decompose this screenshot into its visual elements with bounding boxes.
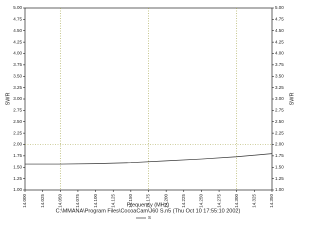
y-tick-label: 1.00 — [13, 187, 22, 192]
y2-tick-label: 3.75 — [275, 62, 284, 67]
y-tick-label: 4.25 — [13, 39, 22, 44]
y-tick-label: 3.25 — [13, 85, 22, 90]
y-tick-label: 3.75 — [13, 62, 22, 67]
y2-tick-label: 2.75 — [275, 108, 284, 113]
x-tick-label: 14.275 — [216, 194, 221, 208]
x-axis-label: Frequency (MHz) — [127, 202, 170, 208]
y2-tick-label: 4.50 — [275, 28, 284, 33]
y-tick-label: 4.50 — [13, 28, 22, 33]
y-tick-label: 4.00 — [13, 51, 22, 56]
y-tick-label: 3.50 — [13, 73, 22, 78]
y-tick-label: 4.75 — [13, 17, 22, 22]
y2-tick-label: 1.75 — [275, 153, 284, 158]
x-tick-label: 14.200 — [163, 194, 168, 208]
y-tick-label: 1.25 — [13, 176, 22, 181]
x-tick-label: 14.175 — [146, 194, 151, 208]
y2-tick-label: 4.75 — [275, 17, 284, 22]
x-tick-label: 14.325 — [252, 194, 257, 208]
x-tick-label: 14.300 — [234, 194, 239, 208]
y2-tick-label: 4.25 — [275, 39, 284, 44]
x-tick-label: 14.000 — [22, 194, 27, 208]
y2-tick-label: 1.00 — [275, 187, 284, 192]
x-tick-label: 14.250 — [199, 194, 204, 208]
x-tick-label: 14.050 — [57, 194, 62, 208]
y-axis-label: SWR — [5, 93, 11, 106]
y-tick-label: 2.75 — [13, 108, 22, 113]
subtitle: C:\MMANA\Program Files\CocoaCam\J60 S.n5… — [56, 208, 241, 214]
x-tick-label: 14.350 — [269, 194, 274, 208]
x-tick-label: 14.075 — [75, 194, 80, 208]
y-tick-label: 3.00 — [13, 96, 22, 101]
data-line — [25, 153, 273, 165]
y2-tick-label: 3.25 — [275, 85, 284, 90]
legend-label: S — [148, 215, 151, 220]
y2-tick-label: 1.25 — [275, 176, 284, 181]
y-tick-label: 1.75 — [13, 153, 22, 158]
y-tick-label: 2.50 — [13, 119, 22, 124]
y2-tick-label: 1.50 — [275, 164, 284, 169]
y2-axis-label: SWR — [289, 93, 295, 106]
y2-tick-label: 2.00 — [275, 142, 284, 147]
y2-tick-label: 2.25 — [275, 130, 284, 135]
y-tick-label: 1.50 — [13, 164, 22, 169]
x-tick-label: 14.125 — [110, 194, 115, 208]
x-tick-label: 14.225 — [181, 194, 186, 208]
chart: SWR SWR Frequency (MHz) C:\MMANA\Program… — [5, 5, 295, 220]
y2-tick-label: 2.50 — [275, 119, 284, 124]
y2-tick-label: 5.00 — [275, 5, 284, 10]
y2-tick-label: 3.00 — [275, 96, 284, 101]
x-tick-label: 14.100 — [93, 194, 98, 208]
y2-tick-label: 4.00 — [275, 51, 284, 56]
y-tick-label: 2.25 — [13, 130, 22, 135]
x-tick-label: 14.150 — [128, 194, 133, 208]
y-tick-label: 2.00 — [13, 142, 22, 147]
x-tick-label: 14.025 — [40, 194, 45, 208]
y-tick-label: 5.00 — [13, 5, 22, 10]
y2-tick-label: 3.50 — [275, 73, 284, 78]
